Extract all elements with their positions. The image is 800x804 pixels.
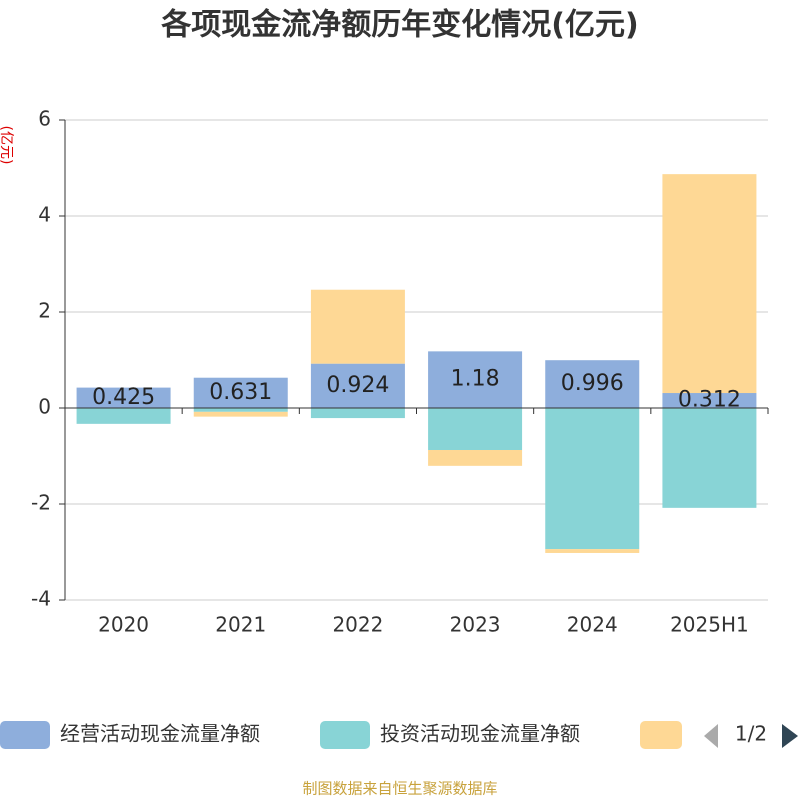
y-axis-label: (亿元) bbox=[0, 126, 14, 165]
legend-page: 1/2 bbox=[735, 722, 767, 746]
chart-title: 各项现金流净额历年变化情况(亿元) bbox=[160, 8, 638, 43]
bar bbox=[545, 549, 640, 553]
data-label: 0.924 bbox=[326, 373, 389, 398]
y-tick-label: -2 bbox=[31, 491, 51, 515]
x-tick-label: 2020 bbox=[98, 613, 149, 637]
footer: 制图数据来自恒生聚源数据库 bbox=[302, 780, 497, 798]
x-tick-label: 2025H1 bbox=[670, 613, 749, 637]
x-tick-label: 2023 bbox=[450, 613, 501, 637]
data-label: 0.312 bbox=[678, 388, 741, 413]
data-label: 1.18 bbox=[451, 367, 500, 392]
legend-label: 经营活动现金流量净额 bbox=[60, 722, 260, 746]
legend-swatch bbox=[640, 721, 682, 749]
legend-swatch bbox=[320, 721, 370, 749]
bar bbox=[193, 408, 288, 412]
bar bbox=[76, 408, 171, 424]
bar bbox=[545, 360, 640, 408]
bar bbox=[662, 408, 757, 508]
y-tick-label: 4 bbox=[38, 203, 51, 227]
bar bbox=[428, 450, 523, 466]
bar bbox=[428, 351, 523, 408]
legend-next[interactable] bbox=[782, 724, 798, 748]
bar bbox=[310, 289, 405, 364]
x-tick-label: 2024 bbox=[567, 613, 618, 637]
bar bbox=[545, 408, 640, 550]
y-tick-label: -4 bbox=[31, 587, 51, 611]
legend-label: 投资活动现金流量净额 bbox=[380, 722, 580, 746]
data-label: 0.425 bbox=[92, 385, 155, 410]
bar bbox=[193, 411, 288, 417]
y-tick-label: 6 bbox=[38, 107, 51, 131]
x-tick-label: 2022 bbox=[332, 613, 383, 637]
x-tick-label: 2021 bbox=[215, 613, 266, 637]
legend-prev[interactable] bbox=[704, 724, 718, 748]
bar bbox=[662, 174, 757, 394]
bar bbox=[662, 393, 757, 408]
data-label: 0.996 bbox=[561, 371, 624, 396]
bar bbox=[310, 363, 405, 408]
y-tick-label: 0 bbox=[38, 395, 51, 419]
data-label: 0.631 bbox=[209, 380, 272, 405]
bar bbox=[428, 408, 523, 450]
y-tick-label: 2 bbox=[38, 299, 51, 323]
bar bbox=[76, 387, 171, 408]
legend-swatch bbox=[0, 721, 50, 749]
bar bbox=[310, 408, 405, 419]
bar bbox=[193, 377, 288, 408]
